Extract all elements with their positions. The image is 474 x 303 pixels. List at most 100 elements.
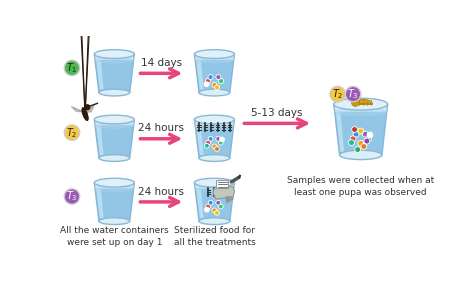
Text: 24 hours: 24 hours (138, 187, 184, 197)
Ellipse shape (194, 178, 235, 187)
Circle shape (208, 200, 213, 205)
Ellipse shape (82, 108, 88, 121)
Text: $T_3$: $T_3$ (66, 190, 78, 203)
Polygon shape (334, 104, 388, 155)
Ellipse shape (199, 218, 230, 225)
Text: 24 hours: 24 hours (138, 123, 184, 133)
Circle shape (216, 75, 221, 80)
Circle shape (353, 131, 359, 137)
Polygon shape (194, 54, 235, 93)
Circle shape (64, 60, 80, 76)
Circle shape (352, 127, 357, 132)
Ellipse shape (94, 115, 134, 124)
Polygon shape (96, 186, 103, 218)
Ellipse shape (99, 218, 130, 225)
Polygon shape (94, 183, 134, 221)
Circle shape (219, 78, 223, 84)
Polygon shape (194, 119, 235, 158)
Ellipse shape (199, 155, 230, 161)
Circle shape (64, 189, 80, 204)
Polygon shape (335, 107, 344, 152)
Polygon shape (196, 123, 204, 155)
Circle shape (348, 140, 355, 145)
Ellipse shape (94, 185, 134, 192)
Text: $T_2$: $T_2$ (66, 126, 78, 139)
Text: $T_1$: $T_1$ (66, 61, 78, 75)
Ellipse shape (199, 89, 230, 96)
Text: $T_3$: $T_3$ (347, 87, 359, 101)
Circle shape (206, 204, 210, 209)
Circle shape (205, 78, 210, 84)
Polygon shape (71, 106, 85, 113)
Polygon shape (195, 188, 234, 221)
Circle shape (84, 104, 91, 110)
Ellipse shape (94, 56, 134, 63)
Polygon shape (335, 112, 387, 155)
Circle shape (363, 131, 368, 137)
Ellipse shape (94, 178, 134, 187)
Circle shape (215, 147, 219, 151)
Polygon shape (213, 187, 235, 199)
Circle shape (204, 82, 209, 87)
Circle shape (350, 136, 356, 142)
Circle shape (364, 138, 370, 144)
Polygon shape (96, 57, 103, 89)
Circle shape (215, 211, 219, 215)
Circle shape (355, 147, 361, 152)
Ellipse shape (194, 185, 234, 192)
Ellipse shape (334, 98, 388, 110)
Circle shape (212, 208, 217, 213)
Ellipse shape (194, 122, 234, 129)
Circle shape (212, 82, 217, 88)
Polygon shape (196, 186, 204, 218)
Circle shape (358, 128, 364, 134)
Text: All the water containers
were set up on day 1: All the water containers were set up on … (60, 226, 169, 247)
Ellipse shape (99, 89, 130, 96)
Text: 14 days: 14 days (141, 58, 182, 68)
Polygon shape (194, 183, 235, 221)
Text: Sterilized food for
all the treatments: Sterilized food for all the treatments (173, 226, 255, 247)
Polygon shape (195, 125, 234, 158)
Ellipse shape (99, 155, 130, 161)
Polygon shape (196, 57, 204, 89)
Polygon shape (95, 188, 134, 221)
Circle shape (208, 75, 213, 80)
Circle shape (330, 86, 346, 102)
Circle shape (216, 136, 220, 141)
Circle shape (212, 144, 217, 149)
Circle shape (206, 140, 210, 145)
Polygon shape (85, 105, 94, 113)
Text: 5-13 days: 5-13 days (251, 108, 303, 118)
FancyBboxPatch shape (216, 180, 228, 188)
Ellipse shape (194, 50, 235, 58)
Polygon shape (195, 60, 234, 93)
Polygon shape (95, 125, 134, 158)
Circle shape (219, 140, 223, 145)
Ellipse shape (194, 56, 234, 63)
Circle shape (361, 144, 367, 149)
Ellipse shape (94, 122, 134, 129)
Circle shape (358, 141, 364, 146)
Polygon shape (354, 99, 372, 104)
Circle shape (367, 132, 373, 138)
Polygon shape (94, 119, 134, 158)
Text: $T_2$: $T_2$ (332, 87, 343, 101)
Ellipse shape (334, 107, 388, 117)
Circle shape (365, 136, 371, 142)
Ellipse shape (194, 115, 235, 124)
Circle shape (64, 125, 80, 140)
Circle shape (219, 137, 224, 142)
Circle shape (215, 85, 219, 90)
Polygon shape (94, 54, 134, 93)
Circle shape (208, 136, 213, 141)
Circle shape (352, 99, 359, 106)
Polygon shape (96, 123, 103, 155)
Circle shape (216, 200, 220, 205)
Circle shape (346, 86, 361, 102)
Ellipse shape (339, 150, 382, 160)
Circle shape (204, 207, 209, 212)
Circle shape (204, 143, 209, 148)
Circle shape (219, 204, 223, 209)
Text: Samples were collected when at
least one pupa was observed: Samples were collected when at least one… (287, 176, 434, 197)
Ellipse shape (94, 50, 134, 58)
